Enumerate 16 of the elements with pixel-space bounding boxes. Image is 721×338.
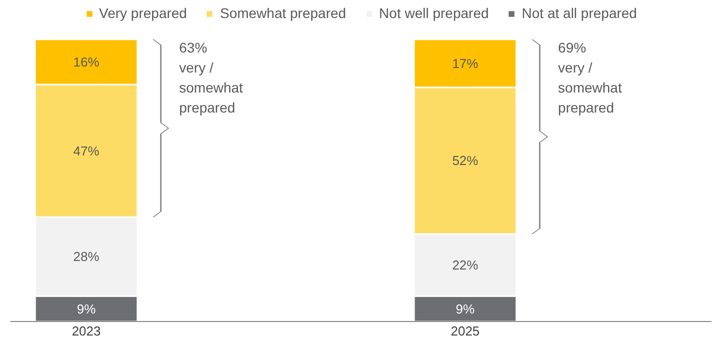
annotation: 69% very / somewhat prepared [558, 39, 622, 116]
data-label: 16% [73, 54, 100, 70]
legend-label: Not well prepared [379, 5, 489, 21]
data-label: 9% [456, 301, 476, 316]
annotation: 63% very / somewhat prepared [179, 39, 244, 116]
x-tick-label: 2025 [450, 324, 480, 338]
legend-label: Very prepared [99, 5, 187, 21]
legend-label: Somewhat prepared [220, 5, 346, 21]
data-label: 17% [452, 56, 479, 71]
data-label: 52% [452, 153, 479, 168]
x-tick-label: 2023 [72, 324, 101, 338]
legend-label: Not at all prepared [522, 5, 637, 21]
data-label: 47% [73, 143, 100, 158]
data-label: 28% [73, 249, 100, 264]
data-label: 22% [452, 258, 479, 273]
data-label: 9% [76, 301, 96, 316]
